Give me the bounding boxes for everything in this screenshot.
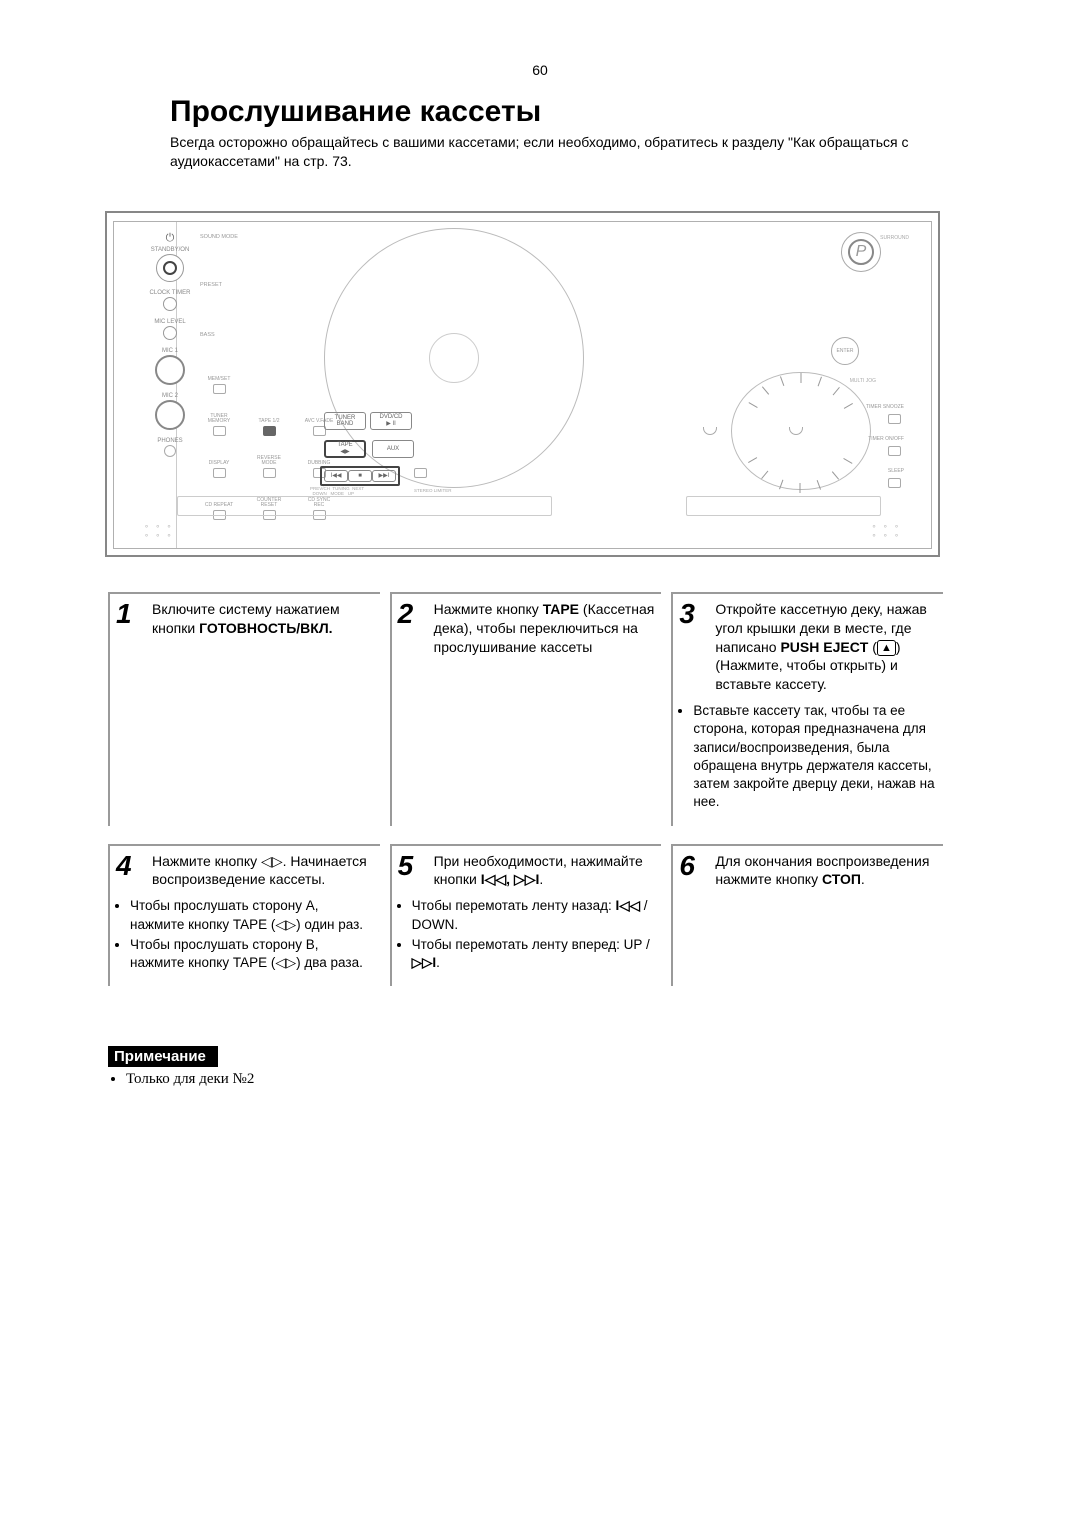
display-button bbox=[213, 468, 226, 478]
step-number: 5 bbox=[398, 852, 426, 890]
page-number: 60 bbox=[532, 62, 548, 78]
dial-bumps bbox=[703, 427, 803, 435]
mic-level-label: MIC LEVEL bbox=[140, 319, 200, 325]
device-figure: ⏻ STANDBY/ON CLOCK TIMER MIC LEVEL MIC 1… bbox=[105, 211, 940, 557]
timer-snooze-button bbox=[888, 414, 901, 424]
rew-button: I◀◀ bbox=[324, 470, 348, 482]
step-number: 4 bbox=[116, 852, 144, 890]
sound-mode-label: SOUND MODE bbox=[200, 234, 238, 240]
device-panel: ⏻ STANDBY/ON CLOCK TIMER MIC LEVEL MIC 1… bbox=[113, 221, 932, 549]
step-bullet: Чтобы перемотать ленту назад: I◁◁ / DOWN… bbox=[412, 897, 656, 933]
enter-button: ENTER bbox=[831, 337, 859, 365]
bass-label: BASS bbox=[200, 332, 215, 338]
step-text: Нажмите кнопку ◁▷. Начинается воспроизве… bbox=[152, 852, 374, 890]
steps-grid: 1 Включите систему нажатием кнопки ГОТОВ… bbox=[108, 592, 943, 986]
deck-slot-right bbox=[686, 496, 881, 516]
step-bullet: Вставьте кассету так, чтобы та ее сторон… bbox=[693, 702, 937, 811]
step-text: При необходимости, нажимайте кнопки I◁◁,… bbox=[434, 852, 656, 890]
timer-snooze-label: TIMER SNOOZE bbox=[866, 404, 904, 410]
tape12-button bbox=[263, 426, 276, 436]
timer-on-label: TIMER ON/OFF bbox=[868, 436, 904, 442]
tuner-button: TUNERBAND bbox=[324, 412, 366, 430]
surround-label: SURROUND bbox=[880, 235, 909, 241]
step-number: 6 bbox=[679, 852, 707, 890]
step-number: 1 bbox=[116, 600, 144, 638]
page-title: Прослушивание кассеты bbox=[170, 95, 940, 129]
vent-left: ∘ ∘ ∘∘ ∘ ∘ bbox=[144, 522, 173, 540]
step-3: 3 Откройте кассетную деку, нажав угол кр… bbox=[671, 592, 943, 826]
step-text: Нажмите кнопку TAPE (Кассетная дека), чт… bbox=[434, 600, 656, 657]
mic1-jack bbox=[155, 355, 185, 385]
step-number: 3 bbox=[679, 600, 707, 694]
step-6: 6 Для окончания воспроизведения нажмите … bbox=[671, 844, 943, 987]
tuner-mem-label: TUNER MEMORY bbox=[204, 414, 234, 424]
standby-label: STANDBY/ON bbox=[140, 247, 200, 253]
source-row: TUNERBAND DVD/CD▶ II bbox=[324, 412, 412, 430]
tape-button: TAPE◀▶ bbox=[324, 440, 366, 458]
mic2-jack bbox=[155, 400, 185, 430]
step-bullet: Чтобы прослушать сторону А, нажмите кноп… bbox=[130, 897, 374, 933]
step-bullets: Чтобы перемотать ленту назад: I◁◁ / DOWN… bbox=[398, 897, 656, 972]
stereo-limiter-button bbox=[414, 468, 427, 478]
step-bullets: Чтобы прослушать сторону А, нажмите кноп… bbox=[116, 897, 374, 972]
multijog-label: MULTI JOG bbox=[850, 378, 876, 384]
stereo-limiter-label: STEREO LIMITER bbox=[414, 488, 452, 493]
phones-jack bbox=[164, 445, 176, 457]
mic-level-knob bbox=[163, 326, 177, 340]
ffw-button: ▶▶I bbox=[372, 470, 396, 482]
note-heading: Примечание bbox=[108, 1046, 218, 1067]
step-4: 4 Нажмите кнопку ◁▷. Начинается воспроиз… bbox=[108, 844, 380, 987]
mic1-label: MIC 1 bbox=[140, 348, 200, 354]
reverse-label: REVERSE MODE bbox=[254, 456, 284, 466]
vent-right: ∘ ∘ ∘∘ ∘ ∘ bbox=[872, 522, 901, 540]
page-content: Прослушивание кассеты Всегда осторожно о… bbox=[170, 95, 940, 1088]
stereo-limiter-area: STEREO LIMITER bbox=[414, 468, 452, 493]
step-text: Откройте кассетную деку, нажав угол крыш… bbox=[715, 600, 937, 694]
note-list: Только для деки №2 bbox=[108, 1071, 943, 1088]
transport-labels: PREV/CH TUNING NEXT DOWN MODE UP bbox=[310, 486, 420, 496]
memset-button bbox=[213, 384, 226, 394]
surround-badge: P bbox=[841, 232, 881, 272]
display-label: DISPLAY bbox=[209, 461, 230, 466]
sleep-label: SLEEP bbox=[888, 468, 904, 474]
clock-timer-button bbox=[163, 297, 177, 311]
step-5: 5 При необходимости, нажимайте кнопки I◁… bbox=[390, 844, 662, 987]
reverse-button bbox=[263, 468, 276, 478]
step-bullet: Чтобы перемотать ленту вперед: UP / ▷▷I. bbox=[412, 936, 656, 972]
standby-icon: ⏻ bbox=[140, 232, 200, 245]
step-1: 1 Включите систему нажатием кнопки ГОТОВ… bbox=[108, 592, 380, 826]
step-text: Включите систему нажатием кнопки ГОТОВНО… bbox=[152, 600, 374, 638]
page-subtitle: Всегда осторожно обращайтесь с вашими ка… bbox=[170, 133, 940, 171]
transport-box: I◀◀ ■ ▶▶I bbox=[320, 466, 400, 486]
phones-label: PHONES bbox=[140, 438, 200, 444]
clock-timer-label: CLOCK TIMER bbox=[140, 290, 200, 296]
note-section: Примечание Только для деки №2 bbox=[108, 1046, 943, 1088]
sleep-button bbox=[888, 478, 901, 488]
step-2: 2 Нажмите кнопку TAPE (Кассетная дека), … bbox=[390, 592, 662, 826]
deck-slot-left bbox=[177, 496, 552, 516]
step-bullet: Чтобы прослушать сторону В, нажмите кноп… bbox=[130, 936, 374, 972]
step-number: 2 bbox=[398, 600, 426, 657]
preset-label: PRESET bbox=[200, 282, 222, 288]
step-bullets: Вставьте кассету так, чтобы та ее сторон… bbox=[679, 702, 937, 811]
mic2-label: MIC 2 bbox=[140, 393, 200, 399]
memset-label: MEM/SET bbox=[208, 377, 231, 382]
tape12-label: TAPE 1/2 bbox=[258, 419, 279, 424]
note-item: Только для деки №2 bbox=[126, 1071, 943, 1088]
device-left-column: ⏻ STANDBY/ON CLOCK TIMER MIC LEVEL MIC 1… bbox=[140, 232, 200, 463]
step-text: Для окончания воспроизведения нажмите кн… bbox=[715, 852, 937, 890]
tuner-mem-button bbox=[213, 426, 226, 436]
stop-button: ■ bbox=[348, 470, 372, 482]
timer-on-button bbox=[888, 446, 901, 456]
aux-button: AUX bbox=[372, 440, 414, 458]
standby-button bbox=[156, 254, 184, 282]
dvd-button: DVD/CD▶ II bbox=[370, 412, 412, 430]
